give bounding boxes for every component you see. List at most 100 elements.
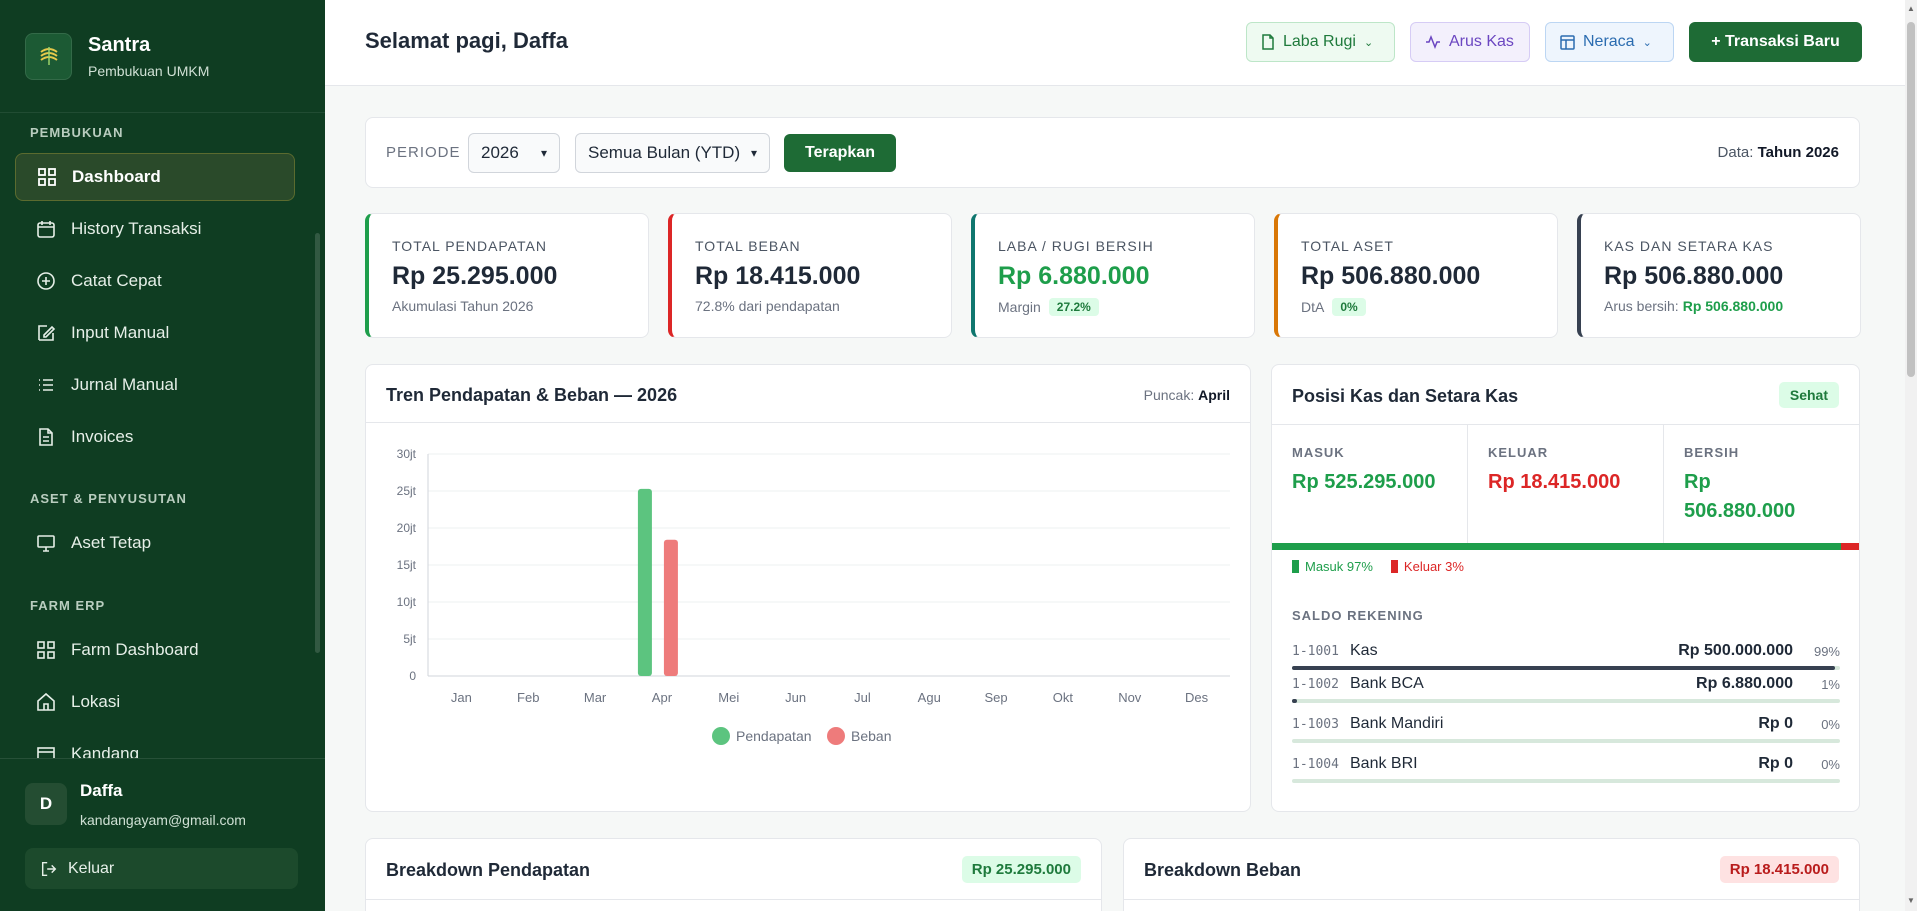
kpi-sub: DtA 0% [1301, 298, 1366, 316]
user-email: kandangayam@gmail.com [80, 812, 246, 828]
page-scrollbar[interactable]: ▲ ▼ [1905, 0, 1917, 911]
section-label-pembukuan: PEMBUKUAN [30, 125, 124, 140]
kpi-sub-label: DtA [1301, 299, 1325, 315]
legend-marker [827, 727, 845, 745]
avatar[interactable]: D [25, 783, 67, 825]
cash-flow-bar-fill [1272, 543, 1842, 550]
kpi-sub: Akumulasi Tahun 2026 [392, 298, 534, 314]
sidebar-scrollbar[interactable] [315, 233, 320, 653]
y-tick-label: 20jt [397, 521, 417, 535]
sidebar-item-kandang[interactable]: Kandang [15, 730, 295, 758]
sidebar-item-label: Dashboard [72, 167, 161, 186]
kpi-kas-setara-kas: KAS DAN SETARA KAS Rp 506.880.000 Arus b… [1577, 213, 1861, 338]
account-amount: Rp 0 [1758, 715, 1793, 732]
account-row[interactable]: 1-1002 Bank BCA Rp 6.880.000 1% [1292, 675, 1840, 708]
account-code: 1-1001 [1292, 644, 1339, 659]
sidebar-item-input-manual[interactable]: Input Manual [15, 309, 295, 357]
account-pct: 1% [1821, 677, 1840, 692]
kpi-sub: Arus bersih: Rp 506.880.000 [1604, 298, 1783, 314]
sidebar-item-invoices[interactable]: Invoices [15, 413, 295, 461]
brand-name: Santra [88, 33, 151, 56]
y-tick-label: 30jt [397, 447, 417, 461]
home-icon [35, 691, 57, 713]
sidebar-item-jurnal-manual[interactable]: Jurnal Manual [15, 361, 295, 409]
scrollbar-thumb[interactable] [1907, 22, 1915, 377]
peak-value: April [1198, 387, 1230, 403]
neraca-button[interactable]: Neraca ⌄ [1545, 22, 1674, 62]
sidebar-item-lokasi[interactable]: Lokasi [15, 678, 295, 726]
account-row[interactable]: 1-1001 Kas Rp 500.000.000 99% [1292, 642, 1840, 675]
breakdown-pendapatan-total: Rp 25.295.000 [961, 856, 1081, 883]
kpi-value: Rp 506.880.000 [1301, 262, 1481, 290]
year-select[interactable]: 2026 ▾ [468, 133, 560, 173]
logo-icon [25, 32, 72, 80]
chevron-down-icon: ▾ [750, 146, 757, 160]
account-name: Kas [1350, 642, 1378, 659]
apply-button[interactable]: Terapkan [784, 134, 896, 172]
account-pct: 0% [1821, 717, 1840, 732]
saldo-rekening-label: SALDO REKENING [1292, 608, 1424, 623]
table-icon [1560, 34, 1575, 50]
kpi-sub-label: Arus bersih: [1604, 298, 1679, 314]
account-row[interactable]: 1-1004 Bank BRI Rp 0 0% [1292, 755, 1840, 788]
cash-keluar: KELUAR Rp 18.415.000 [1468, 425, 1664, 543]
trend-chart: 0 5jt 10jt 15jt 20jt 25jt 30jt Jan Feb Mar Apr Mei J… [397, 447, 1230, 745]
kpi-sub: 72.8% dari pendapatan [695, 298, 840, 314]
building-icon [35, 743, 57, 758]
sidebar-item-aset-tetap[interactable]: Aset Tetap [15, 519, 295, 567]
file-icon [1261, 34, 1275, 50]
account-share-bar [1292, 739, 1840, 743]
scroll-down-icon[interactable]: ▼ [1907, 896, 1915, 905]
arus-kas-button[interactable]: Arus Kas [1410, 22, 1530, 62]
scroll-up-icon[interactable]: ▲ [1907, 4, 1915, 13]
legend-label: Beban [851, 728, 891, 744]
arus-kas-label: Arus Kas [1449, 33, 1514, 50]
kpi-value: Rp 506.880.000 [1604, 262, 1784, 290]
logout-label: Keluar [68, 859, 115, 877]
legend-label: Pendapatan [736, 728, 812, 744]
breakdown-pendapatan-title: Breakdown Pendapatan [386, 860, 591, 880]
cash-position-card: Posisi Kas dan Setara Kas Sehat MASUK Rp… [1271, 364, 1860, 812]
margin-badge: 27.2% [1048, 298, 1099, 316]
dta-badge: 0% [1332, 298, 1366, 316]
account-row[interactable]: 1-1003 Bank Mandiri Rp 0 0% [1292, 715, 1840, 748]
sidebar-item-label: Farm Dashboard [71, 640, 199, 659]
activity-icon [1425, 35, 1441, 49]
account-pct: 99% [1813, 644, 1840, 659]
account-share-bar [1292, 699, 1840, 703]
new-transaction-button[interactable]: + Transaksi Baru [1689, 22, 1862, 62]
brand-subtitle: Pembukuan UMKM [88, 62, 210, 79]
account-code: 1-1004 [1292, 757, 1339, 772]
kpi-label: TOTAL PENDAPATAN [392, 238, 547, 254]
logout-button[interactable]: Keluar [25, 848, 298, 889]
brand[interactable]: Santra Pembukuan UMKM [0, 0, 325, 113]
y-tick-label: 10jt [397, 595, 417, 609]
x-tick-label: Agu [918, 690, 941, 705]
month-select[interactable]: Semua Bulan (YTD) ▾ [575, 133, 770, 173]
year-value: 2026 [481, 143, 519, 162]
y-tick-label: 5jt [403, 632, 416, 646]
legend-masuk: Masuk 97% [1292, 559, 1373, 574]
cash-bersih: BERSIH Rp 506.880.000 [1664, 425, 1859, 543]
sidebar-item-history-transaksi[interactable]: History Transaksi [15, 205, 295, 253]
breakdown-pendapatan-card: Breakdown Pendapatan Rp 25.295.000 [365, 838, 1102, 911]
sidebar-item-dashboard[interactable]: Dashboard [15, 153, 295, 201]
sidebar-item-catat-cepat[interactable]: Catat Cepat [15, 257, 295, 305]
kpi-total-pendapatan: TOTAL PENDAPATAN Rp 25.295.000 Akumulasi… [365, 213, 649, 338]
y-tick-label: 25jt [397, 484, 417, 498]
laba-rugi-button[interactable]: Laba Rugi ⌄ [1246, 22, 1395, 62]
kpi-value: Rp 25.295.000 [392, 262, 558, 290]
sidebar-item-farm-dashboard[interactable]: Farm Dashboard [15, 626, 295, 674]
breakdown-beban-title: Breakdown Beban [1144, 860, 1302, 880]
masuk-label: MASUK [1292, 445, 1345, 460]
x-tick-label: Mei [718, 690, 739, 705]
kpi-sub-label: Margin [998, 299, 1041, 315]
x-tick-label: Nov [1118, 690, 1142, 705]
account-share-bar [1292, 666, 1840, 670]
peak-info: Puncak: April [1144, 387, 1230, 403]
data-prefix: Data: [1717, 144, 1754, 161]
account-name: Bank Mandiri [1350, 715, 1444, 732]
legend-keluar: Keluar 3% [1390, 559, 1464, 574]
periode-label: PERIODE [386, 144, 461, 161]
chevron-down-icon: ⌄ [1363, 36, 1374, 49]
